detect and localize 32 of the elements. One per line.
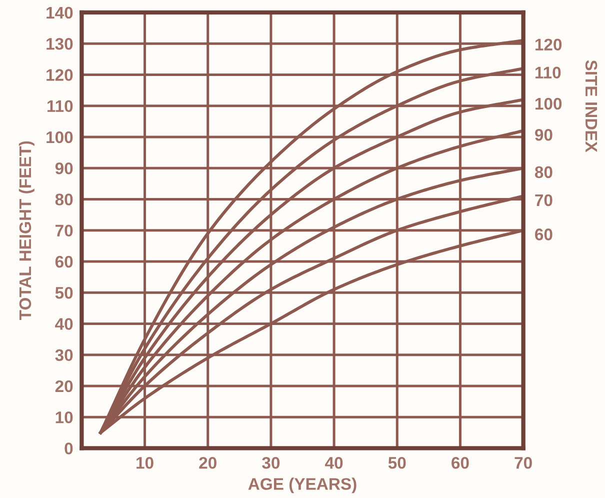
series-label: 120: [535, 38, 562, 50]
x-axis-title: AGE (YEARS): [248, 478, 356, 494]
series-label: 70: [535, 194, 552, 206]
x-tick-label: 10: [136, 456, 154, 469]
y-tick-label: 60: [55, 256, 73, 268]
y-tick-label: 100: [46, 131, 73, 144]
y-tick-label: 90: [55, 162, 73, 174]
y-tick-label: 30: [55, 349, 73, 362]
series-label: 110: [535, 66, 561, 79]
x-tick-label: 20: [199, 456, 216, 469]
y-tick-label: 130: [46, 38, 73, 50]
x-tick-label: 60: [452, 456, 469, 469]
series-label: 90: [535, 128, 552, 141]
series-label: 100: [535, 98, 562, 110]
series-label: 60: [535, 228, 552, 240]
y-tick-label: 50: [55, 286, 73, 299]
x-tick-label: 40: [325, 456, 343, 469]
x-tick-label: 50: [388, 456, 406, 469]
y-tick-label: 70: [56, 224, 73, 237]
text: SITE INDEX: [585, 60, 598, 152]
series-label: 80: [534, 166, 552, 178]
y-tick-label: 80: [55, 194, 73, 206]
y-tick-label: 20: [55, 380, 73, 392]
x-tick-label: 70: [514, 456, 532, 469]
x-tick-label: 30: [262, 456, 280, 469]
y-tick-label: 110: [48, 100, 73, 112]
y-tick-label: 120: [46, 69, 73, 81]
y-tick-label: 40: [55, 318, 73, 330]
y-tick-label: 140: [46, 6, 73, 19]
y-tick-label: 0: [64, 442, 73, 454]
y-tick-label: 10: [56, 411, 73, 424]
y-axis-title: TOTAL HEIGHT (FEET): [18, 141, 34, 320]
